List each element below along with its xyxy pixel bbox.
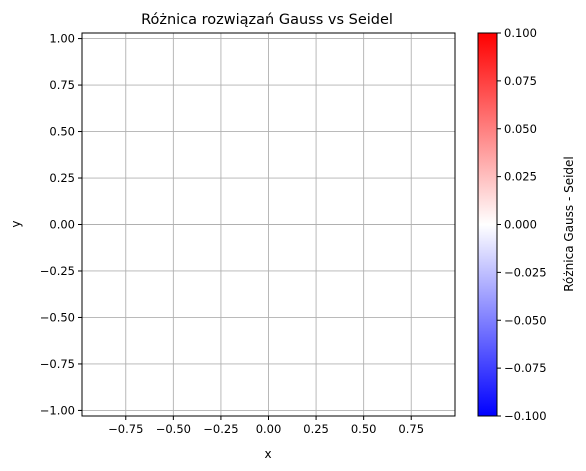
colorbar-label: Różnica Gauss - Seidel <box>562 156 576 292</box>
x-axis-label: x <box>264 447 271 461</box>
plot-area: −0.75 −0.50 −0.25 0.00 0.25 0.50 0.75 1.00 0.75… <box>40 32 456 436</box>
colorbar-ticks: 0.100 0.075 0.050 0.025 0.000 −0.025 −0.050 −0.… <box>497 26 547 423</box>
colorbar: 0.100 0.075 0.050 0.025 0.000 −0.025 −0.050 −0.… <box>477 26 576 423</box>
y-ticks: 1.00 0.75 0.50 0.25 0.00 −0.25 −0.50 −0.75 −1.00 <box>40 32 82 417</box>
y-tick-label: 0.00 <box>49 218 75 232</box>
y-tick-label: −0.75 <box>40 357 75 371</box>
colorbar-gradient <box>477 32 498 417</box>
y-tick-label: 1.00 <box>49 32 75 46</box>
y-tick-label: 0.50 <box>49 125 75 139</box>
chart-title: Różnica rozwiązań Gauss vs Seidel <box>141 12 393 28</box>
y-tick-label: −0.25 <box>40 264 75 278</box>
x-tick-label: 0.75 <box>398 422 424 436</box>
y-tick-label: 0.75 <box>49 78 75 92</box>
x-ticks: −0.75 −0.50 −0.25 0.00 0.25 0.50 0.75 <box>108 416 424 436</box>
colorbar-tick-label: −0.100 <box>504 409 547 423</box>
colorbar-tick-label: 0.075 <box>504 74 537 88</box>
colorbar-tick-label: 0.100 <box>504 26 537 40</box>
x-tick-label: 0.25 <box>303 422 329 436</box>
y-tick-label: −1.00 <box>40 403 75 417</box>
colorbar-tick-label: −0.075 <box>504 361 547 375</box>
y-tick-label: 0.25 <box>49 171 75 185</box>
colorbar-tick-label: 0.050 <box>504 122 537 136</box>
grid-lines <box>82 33 455 416</box>
y-axis-label: y <box>9 220 23 227</box>
y-tick-label: −0.50 <box>40 310 75 324</box>
x-tick-label: 0.00 <box>256 422 282 436</box>
x-tick-label: −0.25 <box>203 422 238 436</box>
x-tick-label: −0.50 <box>156 422 191 436</box>
x-tick-label: −0.75 <box>108 422 143 436</box>
colorbar-tick-label: −0.025 <box>504 265 547 279</box>
x-tick-label: 0.50 <box>351 422 377 436</box>
colorbar-tick-label: 0.000 <box>504 218 537 232</box>
colorbar-tick-label: −0.050 <box>504 313 547 327</box>
colorbar-tick-label: 0.025 <box>504 170 537 184</box>
